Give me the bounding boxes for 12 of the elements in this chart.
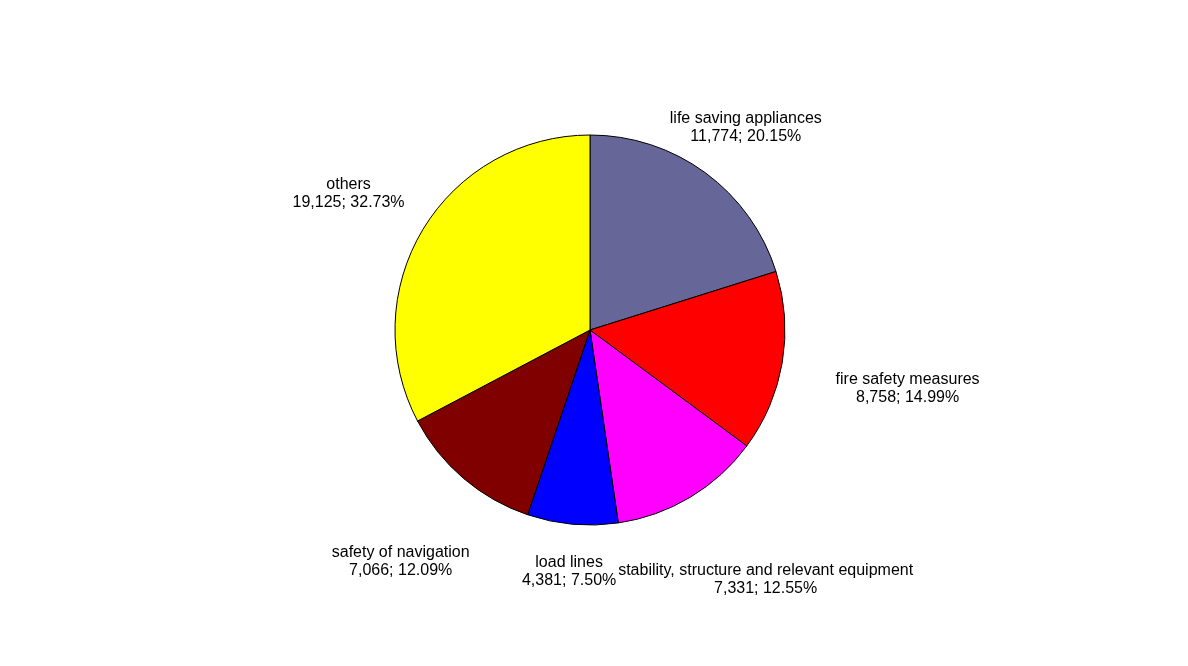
slice-label: fire safety measures xyxy=(835,370,980,388)
data-label: 7,066; 12.09% xyxy=(349,561,453,579)
data-label: 11,774; 20.15% xyxy=(690,126,802,144)
data-label: 4,381; 7.50% xyxy=(521,570,617,588)
slice-label: safety of navigation xyxy=(331,543,470,561)
data-label: 19,125; 32.73% xyxy=(292,193,405,211)
data-label: 8,758; 14.99% xyxy=(855,388,960,406)
slice-label: load lines xyxy=(535,552,603,570)
slice-label: others xyxy=(326,175,371,193)
slice-label: life saving appliances xyxy=(669,108,822,126)
data-label: 7,331; 12.55% xyxy=(714,579,818,597)
slice-label: stability, structure and relevant equipment xyxy=(618,561,914,579)
